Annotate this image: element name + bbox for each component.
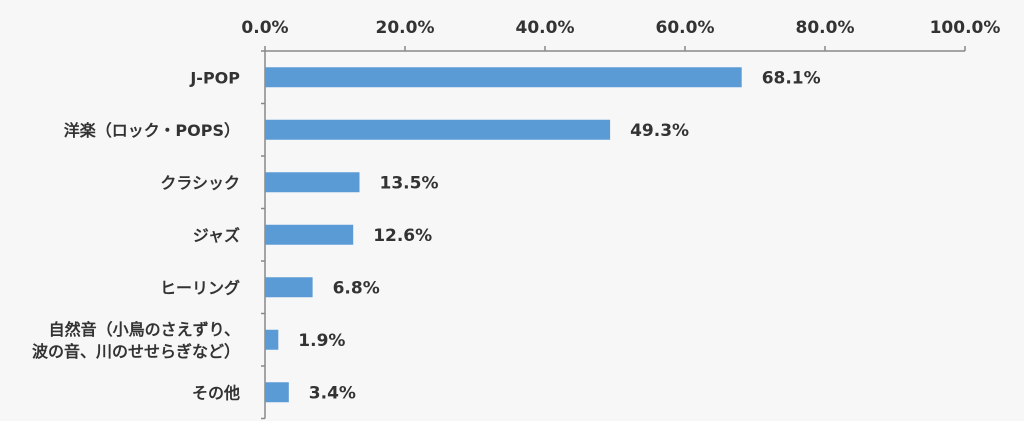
data-label: 68.1% bbox=[762, 68, 821, 88]
label-layer: 68.1% J-POP 49.3% 洋楽（ロック・POPS） 13.5% クラシック 12.… bbox=[32, 68, 821, 403]
data-label: 12.6% bbox=[373, 226, 432, 246]
category-label: その他 bbox=[192, 383, 240, 402]
bar bbox=[265, 329, 279, 350]
bar bbox=[265, 67, 742, 88]
category-label: ヒーリング bbox=[160, 278, 240, 297]
x-tick-label: 60.0% bbox=[656, 18, 715, 38]
data-label: 1.9% bbox=[298, 331, 345, 351]
data-label: 49.3% bbox=[630, 121, 689, 141]
bar bbox=[265, 224, 354, 245]
bar bbox=[265, 277, 313, 298]
category-label: 自然音（小鳥のさえずり、 bbox=[49, 320, 240, 339]
axis-layer: 0.0% 20.0% 40.0% 60.0% 80.0% 100.0% bbox=[241, 18, 1001, 420]
category-label: 洋楽（ロック・POPS） bbox=[64, 121, 240, 140]
bar bbox=[265, 382, 289, 403]
bar-layer bbox=[265, 67, 742, 403]
x-tick-label: 0.0% bbox=[241, 18, 288, 38]
data-label: 3.4% bbox=[309, 383, 356, 403]
bar bbox=[265, 172, 360, 193]
category-label: J-POP bbox=[189, 68, 240, 87]
x-tick-label: 20.0% bbox=[376, 18, 435, 38]
x-tick-label: 80.0% bbox=[796, 18, 855, 38]
data-label: 13.5% bbox=[380, 173, 439, 193]
x-tick-label: 40.0% bbox=[516, 18, 575, 38]
category-label: クラシック bbox=[160, 173, 240, 192]
category-label: 波の音、川のせせらぎなど） bbox=[32, 342, 240, 361]
data-label: 6.8% bbox=[333, 278, 380, 298]
x-tick-label: 100.0% bbox=[930, 18, 1001, 38]
category-label: ジャズ bbox=[193, 226, 240, 245]
bar bbox=[265, 119, 611, 140]
